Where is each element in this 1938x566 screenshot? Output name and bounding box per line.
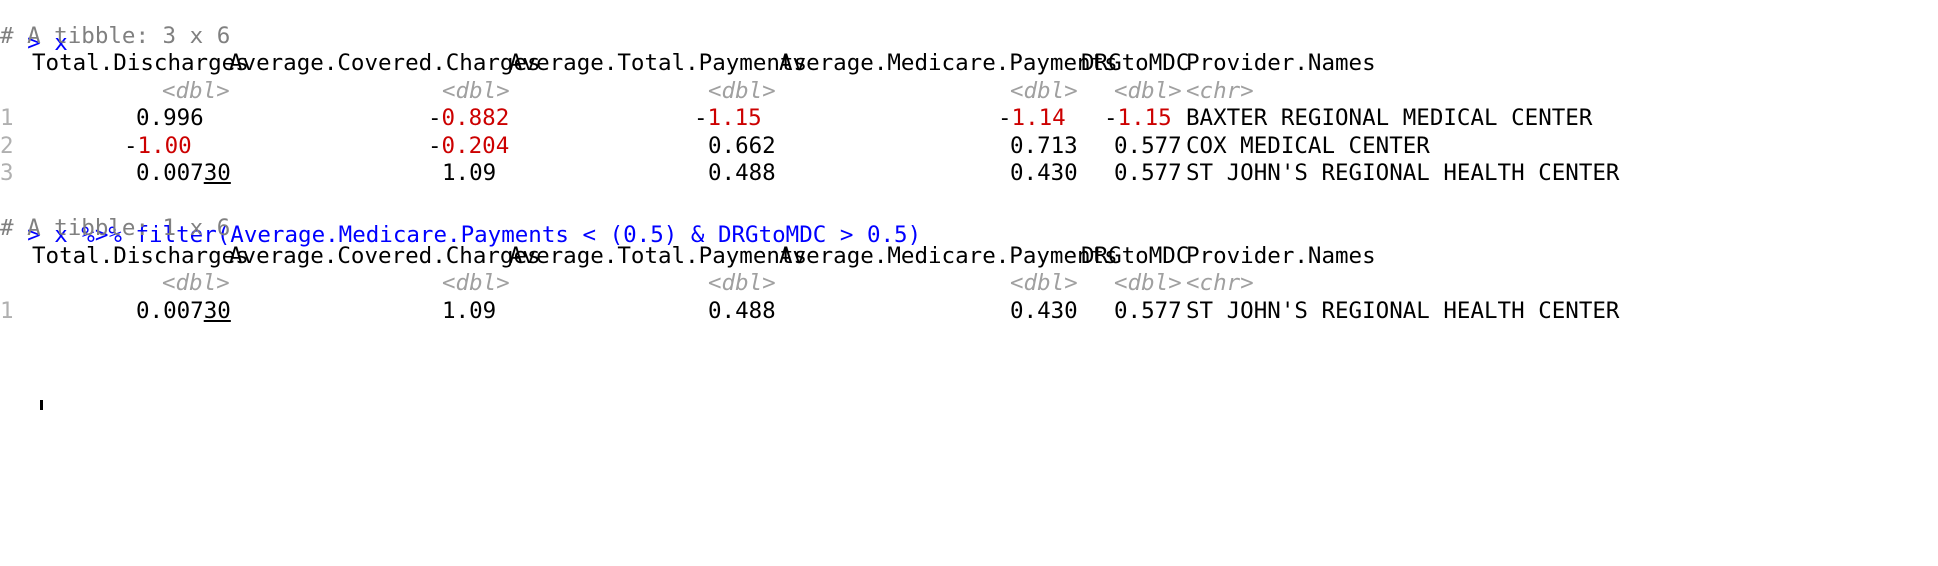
cell: 0.007	[136, 298, 204, 324]
col-type: <chr>	[1186, 78, 1254, 104]
col-type: <dbl>	[708, 78, 776, 104]
cell: 1.09	[442, 160, 497, 186]
col-header: Average.Total.Payments	[509, 243, 808, 269]
col-header: Provider.Names	[1186, 50, 1376, 76]
col-header: Average.Covered.Charges	[229, 50, 541, 76]
cell: 0.577	[1114, 133, 1182, 159]
col-header: Average.Medicare.Payments	[779, 50, 1118, 76]
table-row: 1 0.996 -0.882 -1.15 -1.14 -1.15 BAXTER …	[0, 101, 1938, 135]
col-header: Average.Total.Payments	[509, 50, 808, 76]
cell: 0.577	[1114, 160, 1182, 186]
cell: 0.996	[136, 105, 204, 131]
cell-negative: 1.00	[137, 133, 192, 159]
col-type: <chr>	[1186, 270, 1254, 296]
table-row: 3 0.00730 1.09 0.488 0.430 0.577 ST JOHN…	[0, 156, 1938, 190]
cell-negative: 0.882	[441, 105, 510, 131]
col-header: Total.Discharges	[32, 243, 249, 269]
command-line-1: > x	[0, 0, 68, 56]
col-type: <dbl>	[442, 78, 510, 104]
row-number: 1	[0, 105, 14, 131]
col-header: Average.Medicare.Payments	[779, 243, 1118, 269]
cell-underlined: 30	[203, 160, 231, 186]
table-types-2: <dbl> <dbl> <dbl> <dbl> <dbl> <chr>	[0, 266, 1938, 300]
col-type: <dbl>	[162, 270, 230, 296]
col-header: Average.Covered.Charges	[229, 243, 541, 269]
col-type: <dbl>	[1010, 78, 1078, 104]
command-text: x	[54, 30, 68, 56]
cell-underlined: 30	[203, 298, 231, 324]
row-number: 2	[0, 133, 14, 159]
cell: 0.007	[136, 160, 204, 186]
table-row: 2 -1.00 -0.204 0.662 0.713 0.577 COX MED…	[0, 129, 1938, 163]
table-row: 1 0.00730 1.09 0.488 0.430 0.577 ST JOHN…	[0, 294, 1938, 328]
text-cursor[interactable]	[40, 400, 43, 410]
cell: COX MEDICAL CENTER	[1186, 133, 1430, 159]
col-type: <dbl>	[1114, 78, 1182, 104]
tibble-comment-1: # A tibble: 3 x 6	[0, 23, 231, 49]
col-type: <dbl>	[708, 270, 776, 296]
cell-negative: 1.15	[707, 105, 762, 131]
table-header-1: Total.Discharges Average.Covered.Charges…	[0, 46, 1938, 80]
col-header: Provider.Names	[1186, 243, 1376, 269]
prompt: >	[27, 222, 55, 248]
cell: ST JOHN'S REGIONAL HEALTH CENTER	[1186, 160, 1620, 186]
cell: 0.430	[1010, 298, 1078, 324]
col-type: <dbl>	[442, 270, 510, 296]
cell: 0.662	[708, 133, 776, 159]
row-number: 3	[0, 160, 14, 186]
col-header: DRGtoMDC	[1081, 50, 1190, 76]
cell: 1.09	[442, 298, 497, 324]
cell-negative: 0.204	[441, 133, 510, 159]
cell: 0.430	[1010, 160, 1078, 186]
prompt: >	[27, 30, 55, 56]
cell-negative: 1.14	[1011, 105, 1066, 131]
command-line-2: > x %>% filter(Average.Medicare.Payments…	[0, 184, 921, 248]
cell: 0.488	[708, 160, 776, 186]
table-header-2: Total.Discharges Average.Covered.Charges…	[0, 239, 1938, 273]
col-type: <dbl>	[1010, 270, 1078, 296]
cell-negative: 1.15	[1117, 105, 1172, 131]
row-number: 1	[0, 298, 14, 324]
command-text: x %>% filter(Average.Medicare.Payments <…	[54, 222, 922, 248]
cell: 0.488	[708, 298, 776, 324]
cell: 0.577	[1114, 298, 1182, 324]
col-type: <dbl>	[162, 78, 230, 104]
cell: ST JOHN'S REGIONAL HEALTH CENTER	[1186, 298, 1620, 324]
cell: 0.713	[1010, 133, 1078, 159]
tibble-comment-2: # A tibble: 1 x 6	[0, 215, 231, 241]
col-type: <dbl>	[1114, 270, 1182, 296]
cell: BAXTER REGIONAL MEDICAL CENTER	[1186, 105, 1593, 131]
col-header: Total.Discharges	[32, 50, 249, 76]
col-header: DRGtoMDC	[1081, 243, 1190, 269]
table-types-1: <dbl> <dbl> <dbl> <dbl> <dbl> <chr>	[0, 74, 1938, 108]
